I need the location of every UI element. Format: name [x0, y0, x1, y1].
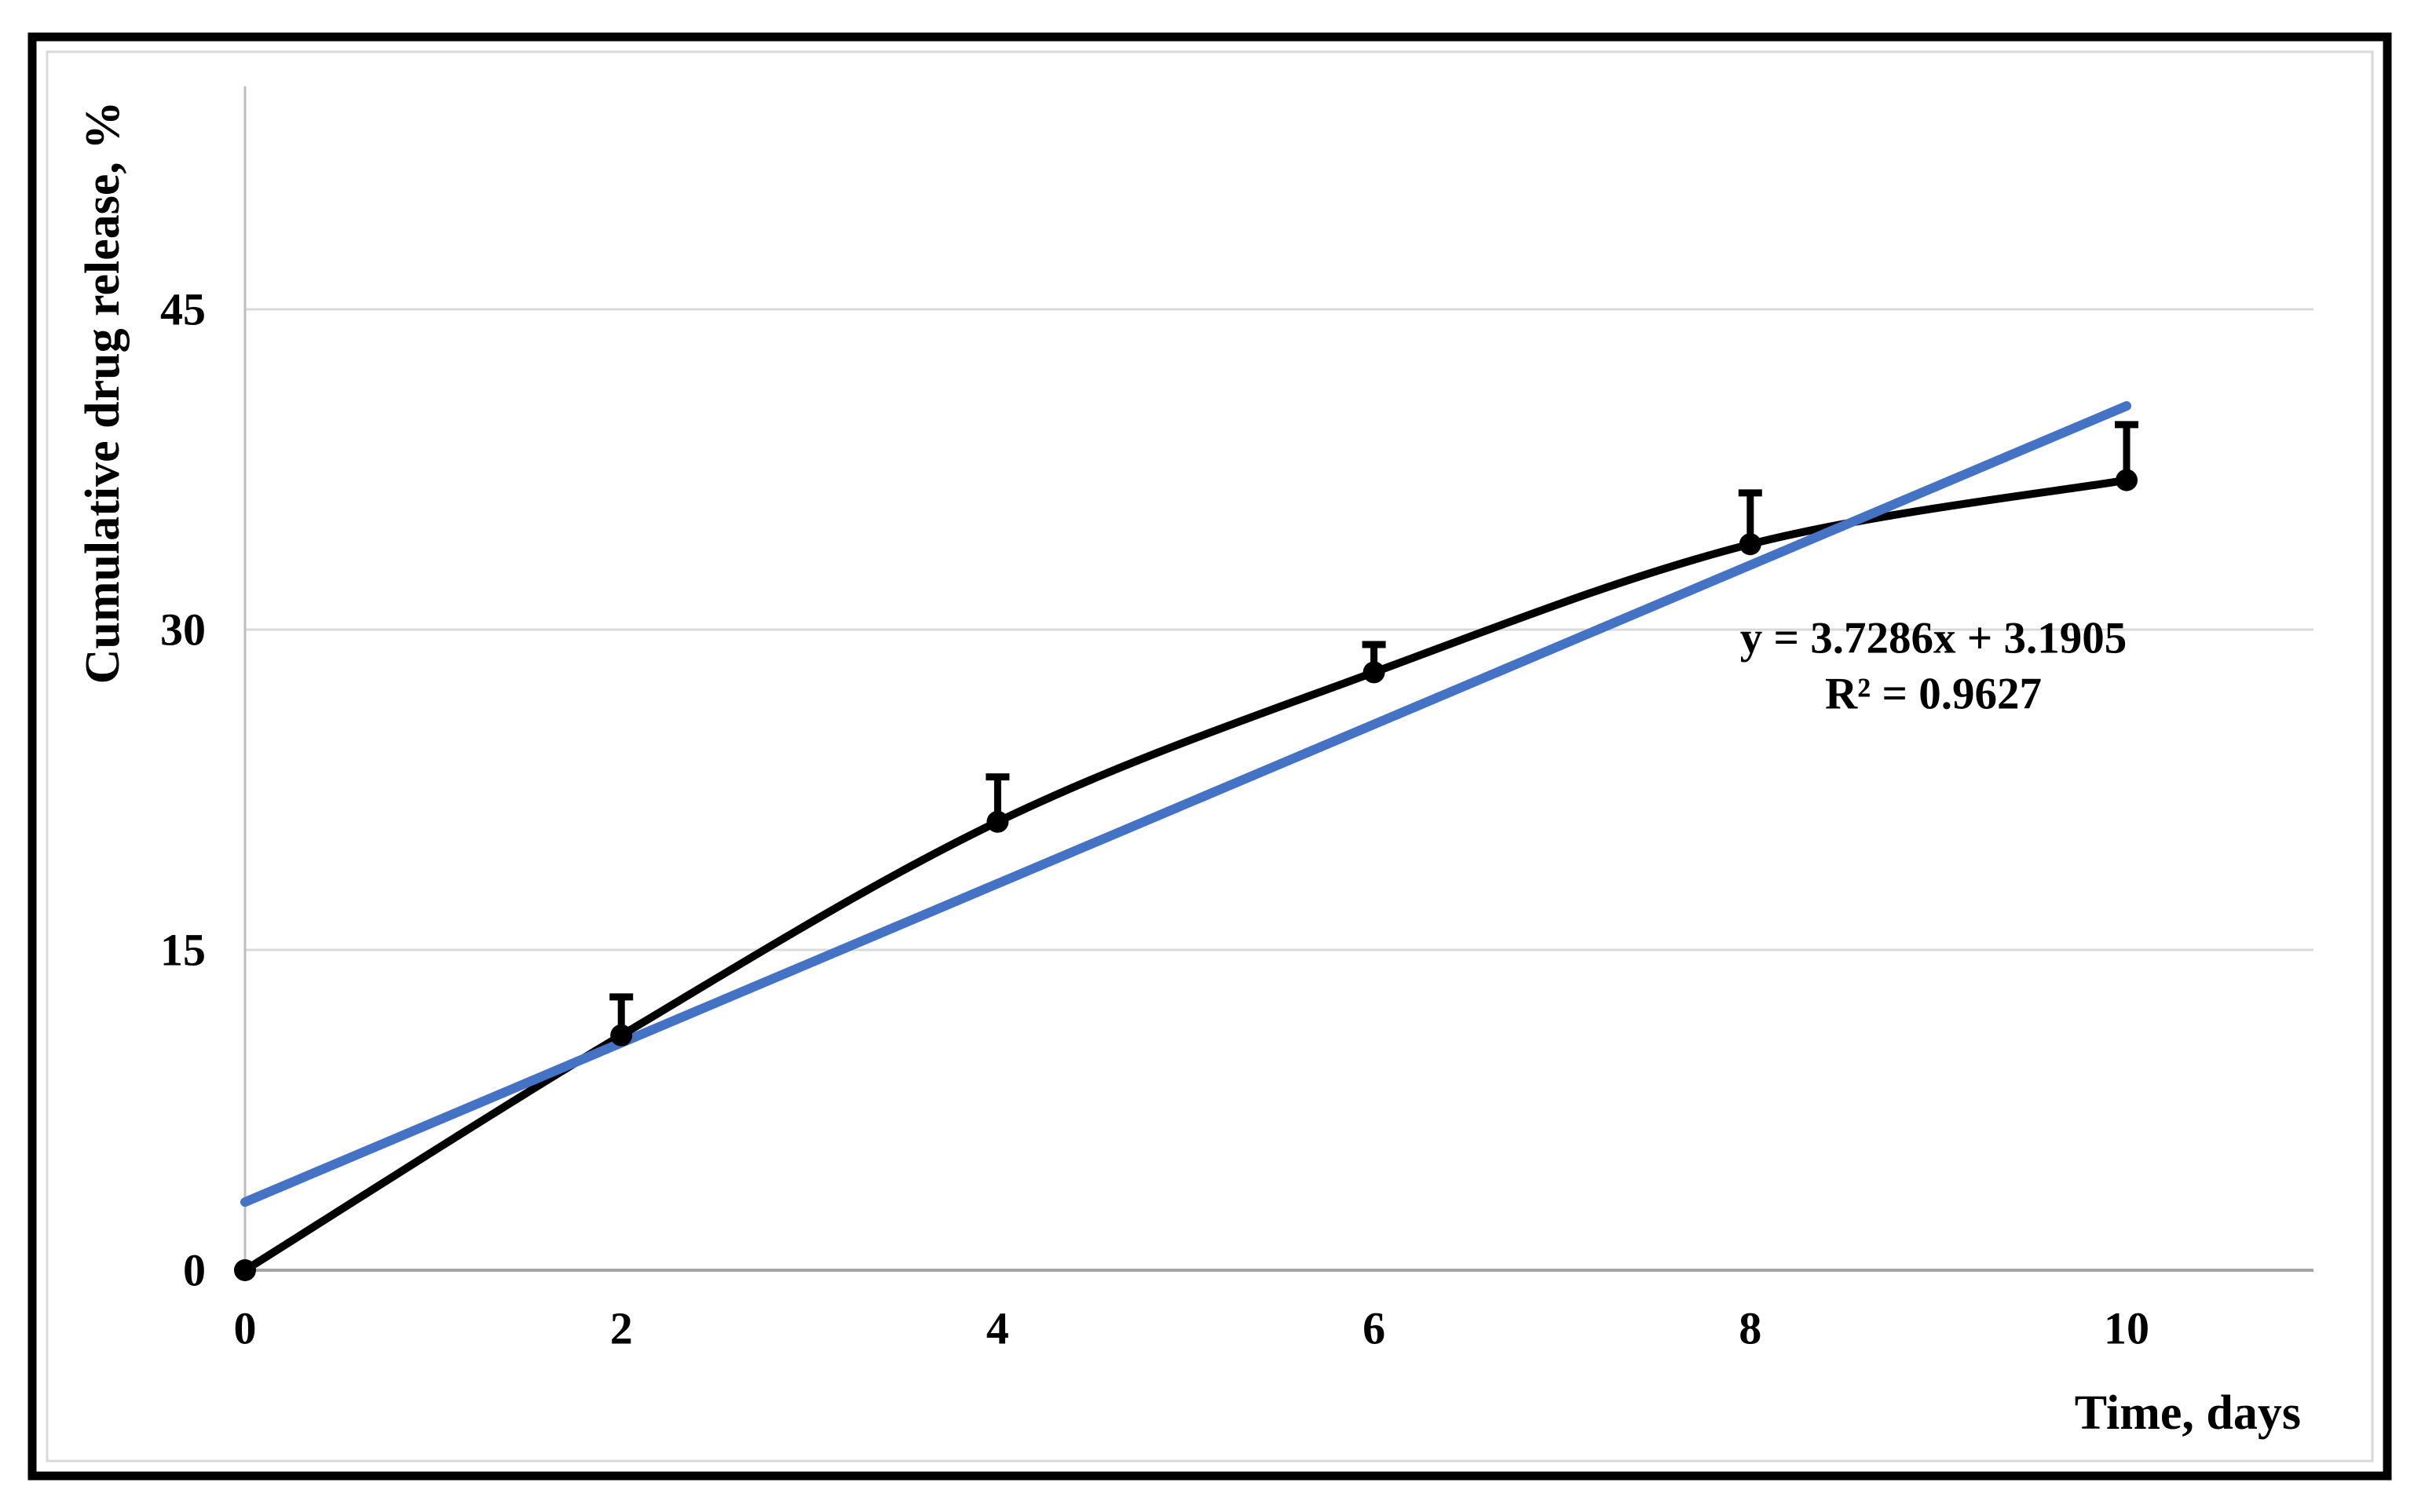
figure-frame: [27, 32, 2392, 1481]
axes-layer: [243, 86, 2313, 1272]
trendline: [240, 401, 2131, 1207]
y-tick-label: 30: [160, 604, 206, 656]
y-tick-label: 15: [160, 925, 206, 976]
data-point-marker: [2116, 469, 2138, 491]
x-tick-label: 6: [1362, 1303, 1385, 1354]
gridlines-layer: [245, 308, 2313, 951]
trendline-r-squared: R² = 0.9627: [1825, 670, 2042, 719]
data-point-marker: [610, 1024, 633, 1046]
x-tick-label: 0: [234, 1303, 257, 1354]
x-tick-label: 8: [1739, 1303, 1761, 1354]
data-point-marker: [986, 810, 1009, 833]
x-axis-title: Time, days: [2075, 1386, 2301, 1440]
chart-area-border: [46, 50, 2374, 1463]
series-layer: [234, 401, 2138, 1281]
release-curve: [241, 476, 2131, 1274]
x-tick-label: 4: [986, 1303, 1009, 1354]
y-tick-label: 45: [160, 284, 206, 335]
x-tick-label: 10: [2104, 1303, 2149, 1354]
y-axis-title: Cumulative drug release, %: [76, 101, 130, 685]
y-tick-label: 0: [183, 1245, 206, 1296]
x-tick-label: 2: [610, 1303, 633, 1354]
data-point-marker: [1739, 533, 1761, 556]
data-point-marker: [1362, 661, 1385, 684]
tick-labels-layer: 0 15 30 45 0 2 4 6 8 10: [160, 284, 2149, 1354]
data-point-marker: [234, 1259, 256, 1281]
trendline-equation: y = 3.7286x + 3.1905: [1740, 614, 2127, 663]
